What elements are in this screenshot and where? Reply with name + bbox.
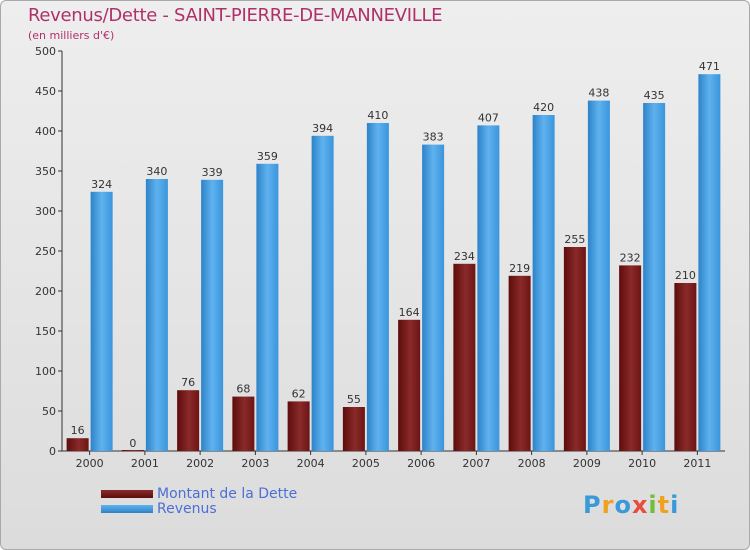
bar-revenus bbox=[477, 125, 500, 452]
data-label-revenus: 339 bbox=[202, 166, 223, 179]
axes: 0 50 100 150 200 250 300 350 400 450 500 2000 2001 20… bbox=[35, 45, 725, 470]
bar-revenus bbox=[145, 179, 168, 451]
data-label-dette: 255 bbox=[564, 233, 585, 246]
bar-dette bbox=[121, 450, 144, 451]
bar-dette bbox=[619, 265, 642, 451]
data-labels: 16 324 0 340 76 339 68 359 62 394 55 410 164 383 234 40… bbox=[71, 60, 720, 450]
data-label-dette: 62 bbox=[292, 387, 306, 400]
y-tick-label: 200 bbox=[35, 285, 56, 298]
logo-letter: i bbox=[670, 491, 680, 519]
logo-letter: P bbox=[583, 491, 602, 519]
data-label-revenus: 324 bbox=[91, 178, 112, 191]
logo-letter: o bbox=[614, 491, 632, 519]
data-label-dette: 219 bbox=[509, 262, 530, 275]
data-label-revenus: 394 bbox=[312, 122, 333, 135]
bar-dette bbox=[398, 319, 421, 451]
y-tick-label: 500 bbox=[35, 45, 56, 58]
x-tick-label: 2007 bbox=[462, 457, 490, 470]
bar-dette bbox=[342, 407, 365, 451]
y-tick-label: 100 bbox=[35, 365, 56, 378]
data-label-dette: 0 bbox=[129, 437, 136, 450]
y-tick-label: 300 bbox=[35, 205, 56, 218]
y-tick-label: 350 bbox=[35, 165, 56, 178]
y-tick-label: 0 bbox=[49, 445, 56, 458]
data-label-revenus: 420 bbox=[533, 101, 554, 114]
y-tick-label: 450 bbox=[35, 85, 56, 98]
logo-letter: i bbox=[648, 491, 658, 519]
x-tick-label: 2008 bbox=[518, 457, 546, 470]
data-label-revenus: 359 bbox=[257, 150, 278, 163]
logo-letter: r bbox=[601, 491, 615, 519]
bar-revenus bbox=[90, 191, 113, 452]
legend-label-dette: Montant de la Dette bbox=[157, 486, 298, 502]
bar-dette bbox=[453, 263, 476, 451]
chart-title: Revenus/Dette - SAINT-PIERRE-DE-MANNEVIL… bbox=[28, 5, 443, 26]
bar-revenus bbox=[698, 74, 721, 451]
legend-swatch-revenus bbox=[101, 505, 153, 513]
bar-revenus bbox=[422, 144, 445, 451]
x-tick-label: 2003 bbox=[241, 457, 269, 470]
y-tick-label: 150 bbox=[35, 325, 56, 338]
data-label-dette: 232 bbox=[620, 251, 641, 264]
bars bbox=[66, 74, 721, 452]
bar-revenus bbox=[311, 135, 334, 452]
bar-dette bbox=[177, 390, 200, 451]
data-label-dette: 164 bbox=[399, 306, 420, 319]
bar-revenus bbox=[366, 123, 389, 451]
x-tick-label: 2002 bbox=[186, 457, 214, 470]
proxiti-logo: Proxiti bbox=[583, 491, 679, 519]
data-label-revenus: 383 bbox=[423, 131, 444, 144]
data-label-revenus: 407 bbox=[478, 111, 499, 124]
bar-revenus bbox=[532, 115, 555, 451]
x-tick-label: 2011 bbox=[683, 457, 711, 470]
bar-dette bbox=[674, 283, 697, 451]
data-label-dette: 16 bbox=[71, 424, 85, 437]
bar-dette bbox=[563, 247, 586, 451]
bar-dette bbox=[508, 275, 531, 451]
y-tick-label: 250 bbox=[35, 245, 56, 258]
data-label-revenus: 471 bbox=[699, 60, 720, 73]
y-tick-label: 50 bbox=[42, 405, 56, 418]
bar-dette bbox=[287, 401, 310, 451]
x-tick-label: 2006 bbox=[407, 457, 435, 470]
chart-subtitle: (en milliers d'€) bbox=[28, 29, 115, 42]
bar-revenus bbox=[643, 103, 666, 451]
bar-revenus bbox=[201, 179, 224, 452]
x-tick-label: 2005 bbox=[352, 457, 380, 470]
bar-revenus bbox=[256, 163, 279, 452]
logo-letter: x bbox=[631, 491, 649, 519]
data-label-dette: 55 bbox=[347, 393, 361, 406]
legend-swatch-dette bbox=[101, 490, 153, 498]
data-label-dette: 234 bbox=[454, 250, 475, 263]
x-tick-label: 2004 bbox=[297, 457, 325, 470]
data-label-dette: 210 bbox=[675, 269, 696, 282]
y-tick-label: 400 bbox=[35, 125, 56, 138]
bar-dette bbox=[232, 396, 255, 451]
x-tick-label: 2000 bbox=[76, 457, 104, 470]
data-label-revenus: 340 bbox=[146, 165, 167, 178]
data-label-revenus: 435 bbox=[644, 89, 665, 102]
x-tick-label: 2010 bbox=[628, 457, 656, 470]
bar-dette bbox=[66, 438, 89, 451]
x-tick-label: 2009 bbox=[573, 457, 601, 470]
logo-letter: t bbox=[657, 491, 671, 519]
data-label-revenus: 438 bbox=[588, 87, 609, 100]
data-label-revenus: 410 bbox=[367, 109, 388, 122]
data-label-dette: 68 bbox=[236, 383, 250, 396]
bar-revenus bbox=[587, 100, 610, 451]
data-label-dette: 76 bbox=[181, 376, 195, 389]
legend-label-revenus: Revenus bbox=[157, 501, 217, 517]
x-tick-label: 2001 bbox=[131, 457, 159, 470]
